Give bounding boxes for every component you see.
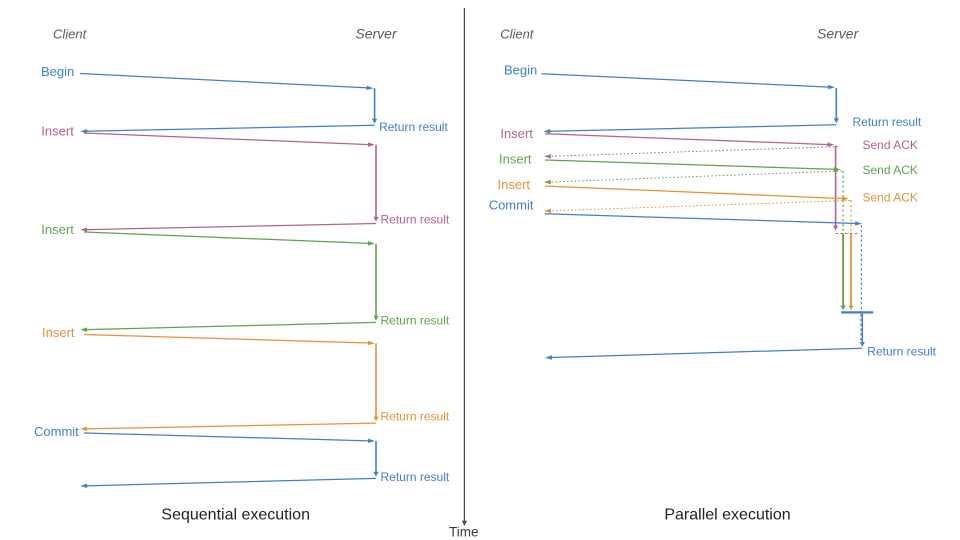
svg-text:Server: Server <box>817 26 860 42</box>
svg-text:Time: Time <box>449 524 479 539</box>
svg-text:Return result: Return result <box>381 410 450 424</box>
svg-text:Return result: Return result <box>381 212 450 226</box>
svg-text:Return result: Return result <box>853 115 922 129</box>
svg-text:Insert: Insert <box>41 222 74 237</box>
svg-text:Client: Client <box>53 27 88 42</box>
svg-text:Insert: Insert <box>42 325 75 340</box>
svg-text:Client: Client <box>500 27 535 42</box>
svg-text:Send ACK: Send ACK <box>863 163 918 177</box>
svg-text:Insert: Insert <box>499 151 532 166</box>
svg-text:Insert: Insert <box>500 126 533 141</box>
svg-text:Send ACK: Send ACK <box>863 190 918 204</box>
svg-text:Return result: Return result <box>379 120 448 134</box>
svg-text:Insert: Insert <box>41 123 74 138</box>
svg-text:Begin: Begin <box>41 64 74 79</box>
svg-text:Parallel execution: Parallel execution <box>664 507 790 524</box>
svg-text:Return result: Return result <box>381 314 450 328</box>
svg-text:Sequential execution: Sequential execution <box>161 507 310 524</box>
svg-text:Return result: Return result <box>867 345 936 359</box>
svg-text:Insert: Insert <box>498 177 531 192</box>
svg-text:Commit: Commit <box>34 424 79 439</box>
svg-text:Server: Server <box>355 26 398 42</box>
svg-text:Commit: Commit <box>489 197 534 212</box>
svg-text:Begin: Begin <box>504 63 537 78</box>
svg-text:Send ACK: Send ACK <box>863 138 918 152</box>
svg-text:Return result: Return result <box>381 470 450 484</box>
